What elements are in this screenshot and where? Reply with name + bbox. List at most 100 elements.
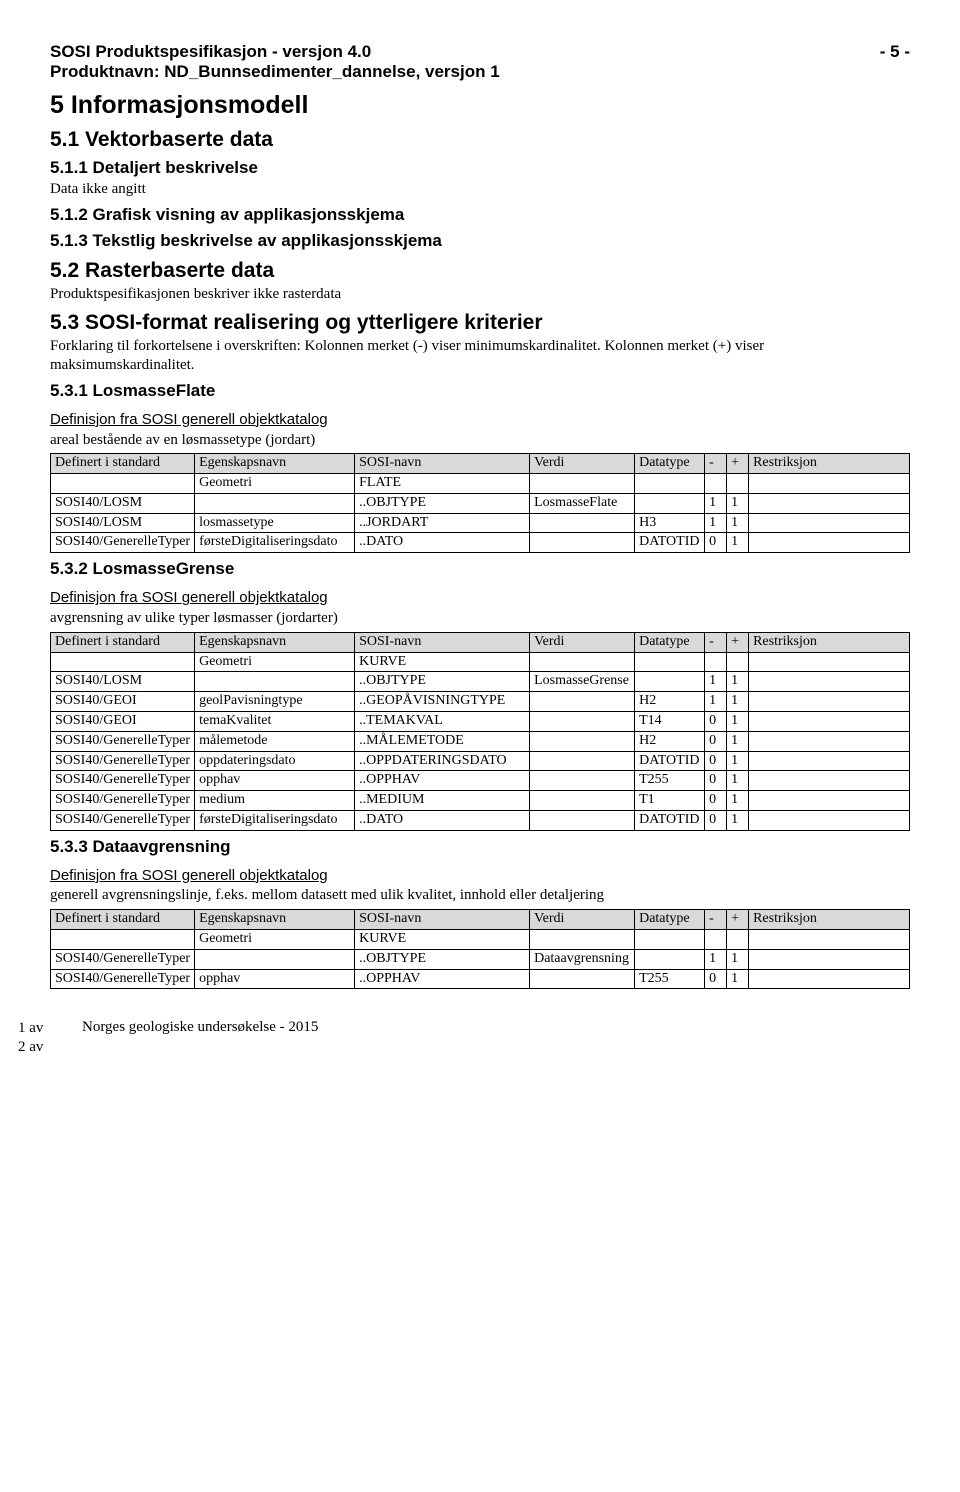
table-cell: [749, 751, 910, 771]
table-cell: ..OBJTYPE: [355, 949, 530, 969]
table-cell: [749, 474, 910, 494]
th-datatype: Datatype: [635, 632, 705, 652]
table-cell: 0: [705, 731, 727, 751]
def-title-5-3-3: Definisjon fra SOSI generell objektkatal…: [50, 867, 910, 886]
th-restriksjon: Restriksjon: [749, 910, 910, 930]
table-cell: ..OBJTYPE: [355, 672, 530, 692]
table-cell: Geometri: [195, 652, 355, 672]
table-cell: T255: [635, 969, 705, 989]
table-row: SOSI40/GEOIgeolPavisningtype..GEOPÅVISNI…: [51, 692, 910, 712]
table-row: SOSI40/LOSM..OBJTYPELosmasseFlate11: [51, 493, 910, 513]
table-cell: SOSI40/GEOI: [51, 692, 195, 712]
page-header: SOSI Produktspesifikasjon - versjon 4.0 …: [50, 42, 910, 62]
body-5-2: Produktspesifikasjonen beskriver ikke ra…: [50, 285, 910, 304]
table-cell: [530, 652, 635, 672]
th-plus: +: [727, 910, 749, 930]
table-cell: [635, 474, 705, 494]
table-cell: SOSI40/GEOI: [51, 711, 195, 731]
table-row: SOSI40/GenerelleTypermedium..MEDIUMT101: [51, 791, 910, 811]
table-cell: [530, 810, 635, 830]
body-5-1-1: Data ikke angitt: [50, 180, 910, 199]
table-cell: SOSI40/GenerelleTyper: [51, 731, 195, 751]
table-cell: [635, 672, 705, 692]
table-row: SOSI40/LOSM..OBJTYPELosmasseGrense11: [51, 672, 910, 692]
table-cell: [530, 474, 635, 494]
def-body-5-3-3: generell avgrensningslinje, f.eks. mello…: [50, 886, 910, 905]
h3-section-5-1-2: 5.1.2 Grafisk visning av applikasjonsskj…: [50, 205, 910, 225]
body-5-3: Forklaring til forkortelsene i overskrif…: [50, 337, 910, 375]
table-cell: 1: [727, 731, 749, 751]
table-cell: SOSI40/GenerelleTyper: [51, 810, 195, 830]
table-cell: [727, 930, 749, 950]
th-egenskap: Egenskapsnavn: [195, 632, 355, 652]
table-cell: 0: [705, 751, 727, 771]
table-cell: ..GEOPÅVISNINGTYPE: [355, 692, 530, 712]
table-cell: losmassetype: [195, 513, 355, 533]
h2-section-5-1: 5.1 Vektorbaserte data: [50, 128, 910, 152]
table-cell: 1: [727, 672, 749, 692]
table-cell: opphav: [195, 771, 355, 791]
table-cell: SOSI40/GenerelleTyper: [51, 533, 195, 553]
h3-section-5-1-1: 5.1.1 Detaljert beskrivelse: [50, 158, 910, 178]
footer-l1: 1 av: [18, 1019, 43, 1038]
th-verdi: Verdi: [530, 632, 635, 652]
table-cell: [705, 474, 727, 494]
table-cell: 0: [705, 711, 727, 731]
table-cell: 1: [705, 692, 727, 712]
table-dataavgrensning: Definert i standard Egenskapsnavn SOSI-n…: [50, 909, 910, 989]
table-cell: ..OBJTYPE: [355, 493, 530, 513]
table-cell: [530, 731, 635, 751]
table-cell: 1: [727, 949, 749, 969]
table-cell: [727, 474, 749, 494]
table-row: SOSI40/GenerelleTyperopphav..OPPHAVT2550…: [51, 969, 910, 989]
table-cell: 0: [705, 791, 727, 811]
table-cell: [749, 791, 910, 811]
table-cell: [749, 652, 910, 672]
table-row: SOSI40/GenerelleTyperopphav..OPPHAVT2550…: [51, 771, 910, 791]
table-cell: førsteDigitaliseringsdato: [195, 533, 355, 553]
table-row: SOSI40/GEOItemaKvalitet..TEMAKVALT1401: [51, 711, 910, 731]
table-cell: 1: [705, 672, 727, 692]
table-cell: 0: [705, 969, 727, 989]
table-cell: KURVE: [355, 930, 530, 950]
page-footer: 1 av 2 av Norges geologiske undersøkelse…: [50, 1019, 910, 1036]
table-cell: 1: [727, 533, 749, 553]
th-egenskap: Egenskapsnavn: [195, 454, 355, 474]
table-cell: ..DATO: [355, 533, 530, 553]
table-cell: FLATE: [355, 474, 530, 494]
table-cell: [195, 672, 355, 692]
th-sosinavn: SOSI-navn: [355, 910, 530, 930]
def-title-5-3-1: Definisjon fra SOSI generell objektkatal…: [50, 411, 910, 430]
table-row: GeometriFLATE: [51, 474, 910, 494]
table-losmassegrense: Definert i standard Egenskapsnavn SOSI-n…: [50, 632, 910, 831]
def-body-5-3-2: avgrensning av ulike typer løsmasser (jo…: [50, 609, 910, 628]
table-cell: [635, 930, 705, 950]
table-row: SOSI40/GenerelleTypermålemetode..MÅLEMET…: [51, 731, 910, 751]
th-definert: Definert i standard: [51, 910, 195, 930]
th-sosinavn: SOSI-navn: [355, 632, 530, 652]
table-cell: ..OPPHAV: [355, 969, 530, 989]
th-minus: -: [705, 454, 727, 474]
table-cell: [530, 692, 635, 712]
table-cell: 1: [727, 711, 749, 731]
table-cell: Dataavgrensning: [530, 949, 635, 969]
table-cell: oppdateringsdato: [195, 751, 355, 771]
h3-section-5-3-1: 5.3.1 LosmasseFlate: [50, 381, 910, 401]
table-row: SOSI40/GenerelleTyperførsteDigitaliserin…: [51, 810, 910, 830]
th-minus: -: [705, 910, 727, 930]
th-restriksjon: Restriksjon: [749, 454, 910, 474]
footer-l2: 2 av: [18, 1038, 43, 1057]
table-row: GeometriKURVE: [51, 652, 910, 672]
table-cell: temaKvalitet: [195, 711, 355, 731]
table-cell: T1: [635, 791, 705, 811]
table-cell: målemetode: [195, 731, 355, 751]
th-datatype: Datatype: [635, 910, 705, 930]
table-cell: [749, 810, 910, 830]
footer-page-count: 1 av 2 av: [18, 1019, 43, 1057]
table-cell: 1: [727, 751, 749, 771]
table-cell: [749, 771, 910, 791]
spec-title: SOSI Produktspesifikasjon - versjon 4.0: [50, 42, 371, 62]
table-cell: [635, 949, 705, 969]
table-cell: [705, 652, 727, 672]
th-egenskap: Egenskapsnavn: [195, 910, 355, 930]
